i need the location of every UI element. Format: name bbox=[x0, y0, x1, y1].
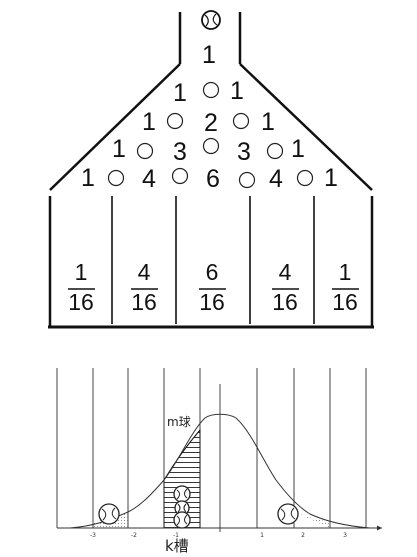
fraction-numerator: 6 bbox=[206, 259, 219, 285]
normal-curve bbox=[69, 413, 371, 529]
pascal-number: 1 bbox=[261, 108, 275, 136]
balls bbox=[98, 485, 299, 529]
x-axis-arrow bbox=[377, 525, 382, 531]
ball-icon bbox=[173, 511, 191, 529]
bin-fractions: 1 16 4 16 6 16 4 16 1 16 bbox=[68, 259, 359, 315]
pascal-number: 4 bbox=[142, 165, 156, 193]
fraction-denominator: 16 bbox=[68, 289, 94, 315]
pascal-number: 3 bbox=[173, 138, 187, 166]
pascal-number: 1 bbox=[142, 108, 156, 136]
peg bbox=[166, 112, 184, 130]
pascal-number: 1 bbox=[291, 135, 305, 163]
bin-fraction: 1 16 bbox=[332, 259, 359, 315]
peg bbox=[232, 112, 250, 130]
pegs bbox=[107, 81, 314, 189]
x-tick-labels: -3 -2 -1 1 2 3 bbox=[90, 532, 347, 539]
pascal-number: 6 bbox=[206, 165, 220, 193]
pascal-number: 2 bbox=[204, 109, 218, 137]
funnel-right-slope bbox=[239, 63, 373, 191]
peg bbox=[266, 142, 284, 160]
x-tick-label: 2 bbox=[301, 532, 305, 539]
curve-label: m球 bbox=[167, 415, 191, 429]
fraction-numerator: 1 bbox=[75, 259, 88, 285]
bin-fraction: 1 16 bbox=[68, 259, 95, 315]
peg bbox=[296, 169, 314, 187]
slot-label: k槽 bbox=[165, 537, 189, 555]
pascal-triangle: 1 1 1 1 2 1 1 3 3 1 1 4 6 4 1 bbox=[81, 41, 338, 193]
pascal-number: 1 bbox=[230, 77, 244, 105]
x-tick-label: 1 bbox=[260, 532, 264, 539]
pascal-number: 1 bbox=[173, 79, 187, 107]
peg bbox=[171, 167, 189, 185]
x-tick-label: -2 bbox=[131, 532, 137, 539]
peg bbox=[136, 142, 154, 160]
ball-icon bbox=[277, 503, 299, 525]
ball-icon bbox=[98, 503, 120, 525]
fraction-denominator: 16 bbox=[332, 289, 358, 315]
bin-fraction: 4 16 bbox=[272, 259, 299, 315]
galton-board: 1 1 1 1 2 1 1 3 3 1 1 4 6 4 1 1 16 4 bbox=[48, 10, 374, 329]
funnel-left-slope bbox=[49, 63, 181, 191]
x-tick-label: -1 bbox=[173, 532, 179, 539]
pascal-number: 1 bbox=[112, 135, 126, 163]
pascal-number: 4 bbox=[269, 165, 283, 193]
peg bbox=[238, 171, 256, 189]
pascal-number: 3 bbox=[237, 138, 251, 166]
peg bbox=[202, 137, 220, 155]
bin-fraction: 6 16 bbox=[199, 259, 226, 315]
peg bbox=[107, 169, 125, 187]
ball-icon bbox=[201, 10, 221, 30]
distribution-plot: -3 -2 -1 1 2 3 bbox=[56, 368, 382, 555]
fraction-denominator: 16 bbox=[199, 289, 225, 315]
pascal-number: 1 bbox=[202, 41, 216, 69]
fraction-numerator: 4 bbox=[138, 259, 151, 285]
slot-lines bbox=[56, 368, 367, 528]
x-tick-label: 3 bbox=[343, 532, 347, 539]
x-tick-label: -3 bbox=[90, 532, 96, 539]
pascal-number: 1 bbox=[324, 164, 338, 192]
fraction-denominator: 16 bbox=[131, 289, 157, 315]
fraction-denominator: 16 bbox=[272, 289, 298, 315]
peg bbox=[202, 81, 220, 99]
right-tail-shade bbox=[294, 512, 330, 528]
pascal-number: 1 bbox=[81, 164, 95, 192]
fraction-numerator: 4 bbox=[279, 259, 292, 285]
bin-fraction: 4 16 bbox=[131, 259, 158, 315]
fraction-numerator: 1 bbox=[339, 259, 352, 285]
ball-icon bbox=[173, 485, 191, 503]
